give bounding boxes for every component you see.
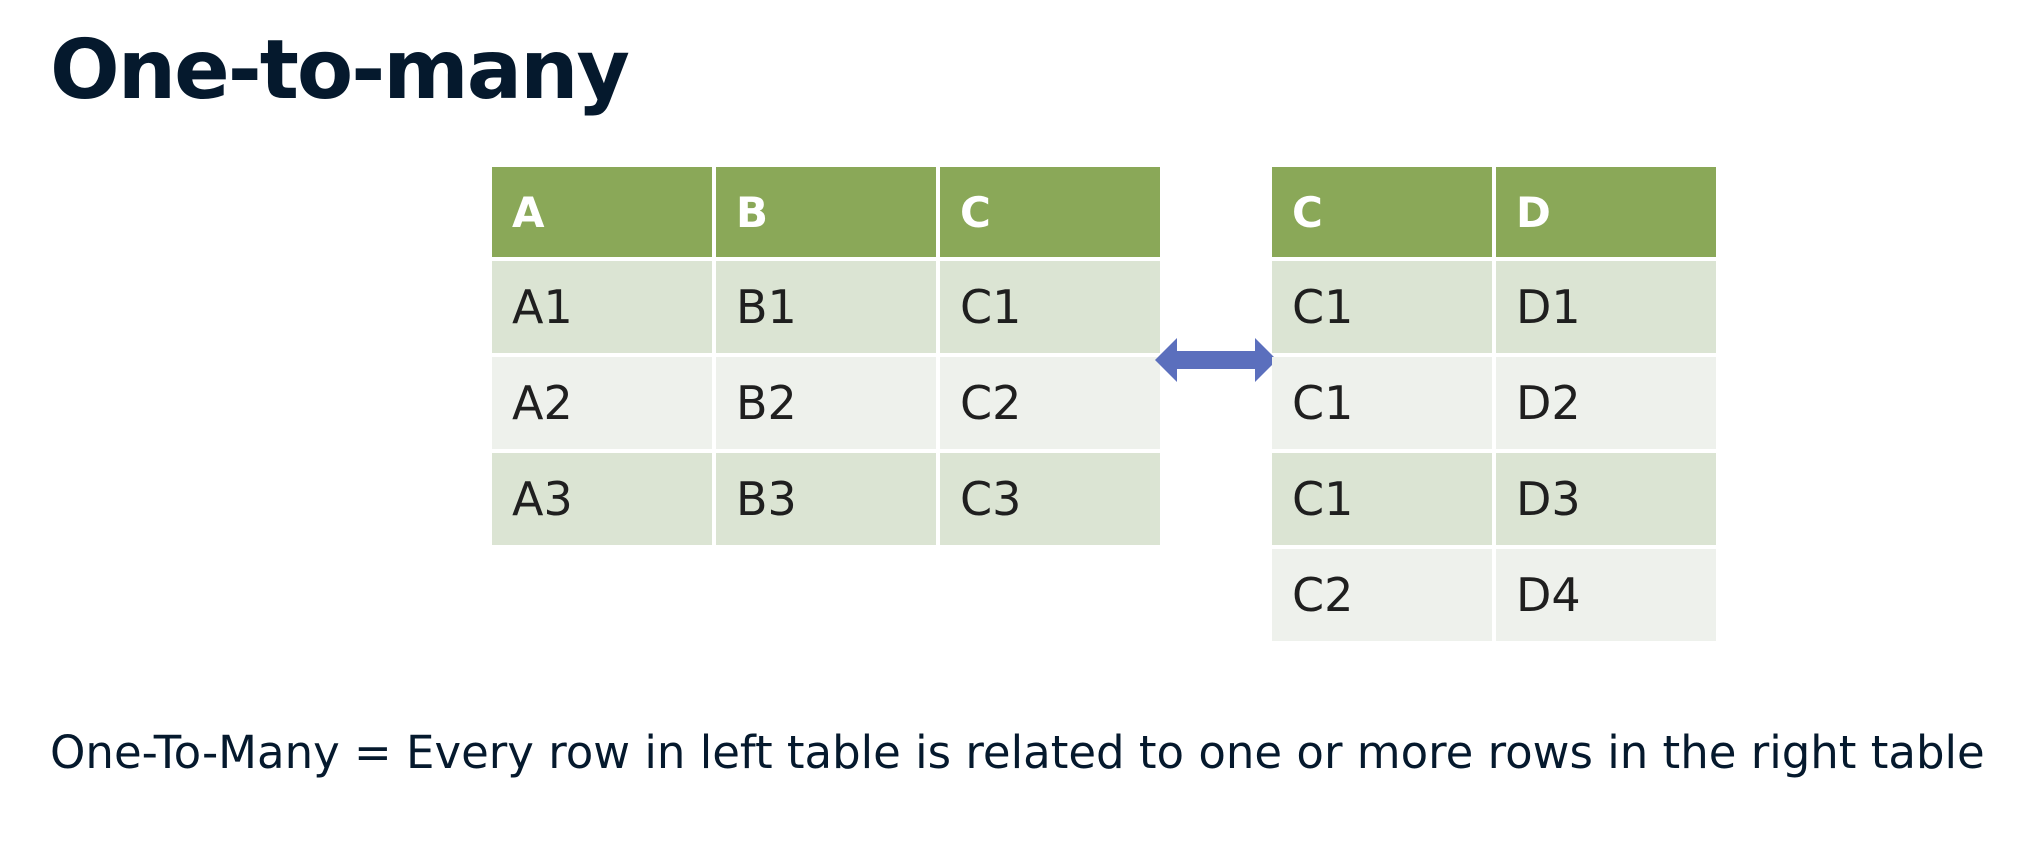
- table-cell: D2: [1496, 357, 1716, 449]
- table-cell: D3: [1496, 453, 1716, 545]
- table-cell: D4: [1496, 549, 1716, 641]
- caption: One-To-Many = Every row in left table is…: [50, 726, 1985, 779]
- table-cell: A2: [492, 357, 712, 449]
- table-row: A1 B1 C1: [492, 261, 1160, 353]
- table-row: C1 D2: [1272, 357, 1716, 449]
- left-table: A B C A1 B1 C1 A2 B2 C2 A3 B3 C3: [488, 163, 1164, 549]
- column-header: C: [940, 167, 1160, 257]
- table-cell: C2: [1272, 549, 1492, 641]
- table-cell: C1: [1272, 261, 1492, 353]
- table-row: A3 B3 C3: [492, 453, 1160, 545]
- table-row: A2 B2 C2: [492, 357, 1160, 449]
- table-cell: C3: [940, 453, 1160, 545]
- column-header: A: [492, 167, 712, 257]
- table-cell: C1: [1272, 453, 1492, 545]
- column-header: C: [1272, 167, 1492, 257]
- right-table: C D C1 D1 C1 D2 C1 D3 C2 D4: [1268, 163, 1720, 645]
- table-header-row: C D: [1272, 167, 1716, 257]
- table-cell: B1: [716, 261, 936, 353]
- table-row: C2 D4: [1272, 549, 1716, 641]
- table-header-row: A B C: [492, 167, 1160, 257]
- table-cell: A1: [492, 261, 712, 353]
- table-cell: C1: [940, 261, 1160, 353]
- table-cell: B2: [716, 357, 936, 449]
- double-headed-arrow-icon: [1155, 338, 1277, 382]
- column-header: B: [716, 167, 936, 257]
- table-row: C1 D3: [1272, 453, 1716, 545]
- table-cell: A3: [492, 453, 712, 545]
- table-cell: C2: [940, 357, 1160, 449]
- table-cell: D1: [1496, 261, 1716, 353]
- table-cell: B3: [716, 453, 936, 545]
- page-title: One-to-many: [50, 23, 630, 118]
- table-row: C1 D1: [1272, 261, 1716, 353]
- column-header: D: [1496, 167, 1716, 257]
- table-cell: C1: [1272, 357, 1492, 449]
